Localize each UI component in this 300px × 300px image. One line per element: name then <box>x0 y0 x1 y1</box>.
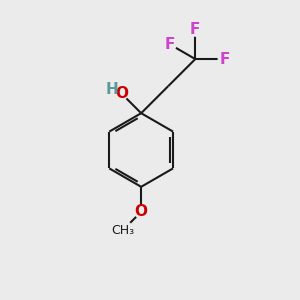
Text: H: H <box>106 82 118 98</box>
Circle shape <box>135 206 148 218</box>
Circle shape <box>115 87 128 100</box>
Circle shape <box>163 38 176 51</box>
Text: O: O <box>115 86 128 101</box>
Text: O: O <box>135 204 148 219</box>
Circle shape <box>218 52 231 65</box>
Text: F: F <box>165 37 175 52</box>
Text: F: F <box>220 52 230 67</box>
Text: F: F <box>190 22 200 37</box>
Circle shape <box>112 220 133 241</box>
Circle shape <box>189 23 202 36</box>
Text: CH₃: CH₃ <box>111 224 134 237</box>
